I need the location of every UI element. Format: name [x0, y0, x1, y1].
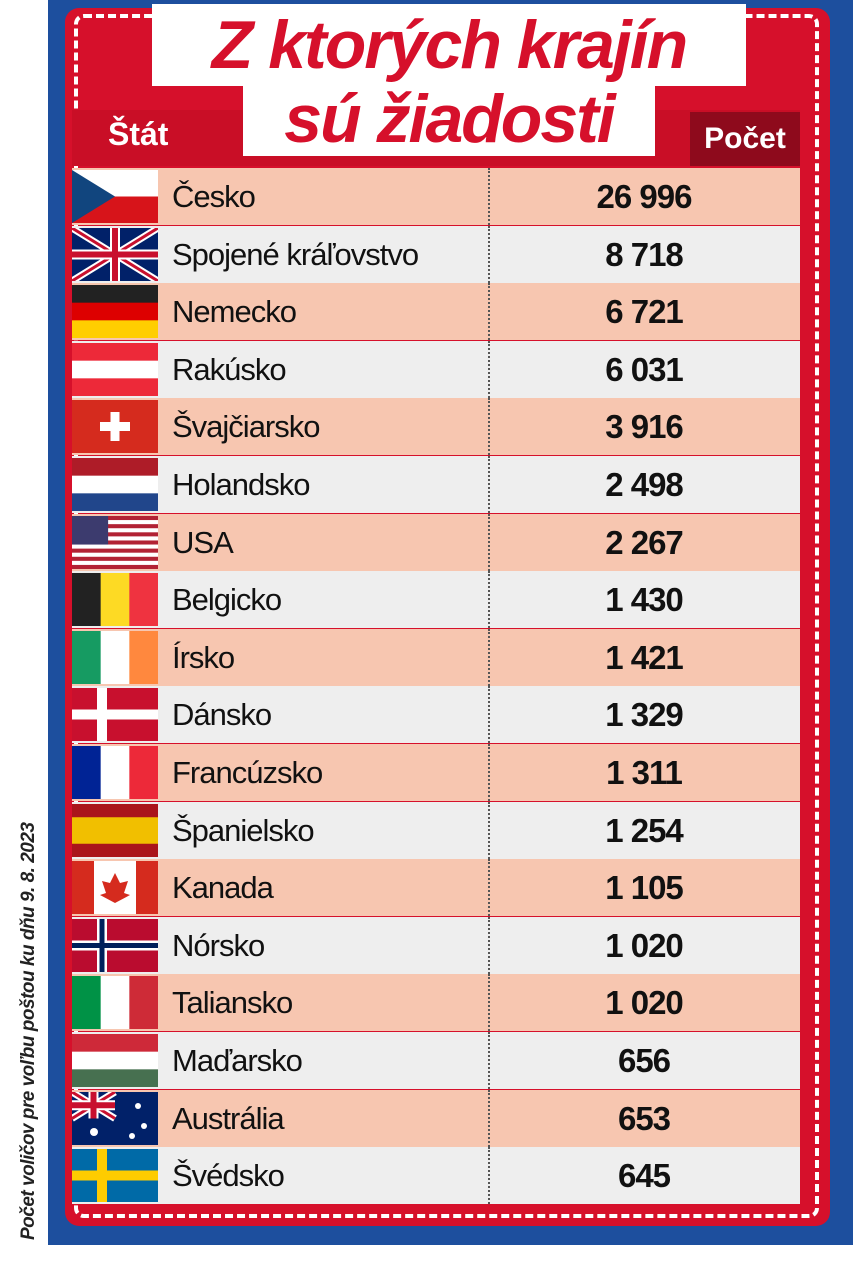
flag [72, 573, 158, 627]
count: 653 [617, 1099, 671, 1137]
title-line: sú žiadosti [243, 84, 655, 156]
flag [72, 400, 158, 454]
flag [72, 803, 158, 857]
flag [72, 285, 158, 339]
table-row: Maďarsko 656 [72, 1032, 800, 1089]
divider [488, 225, 490, 283]
count: 1 329 [605, 696, 684, 734]
table-row: Nemecko 6 721 [72, 283, 800, 341]
count: 8 718 [605, 235, 684, 273]
country: Švajčiarsko [172, 409, 320, 445]
count: 645 [617, 1157, 671, 1195]
divider [488, 513, 490, 571]
country: Nórsko [172, 927, 265, 963]
divider [488, 916, 490, 974]
country: Maďarsko [172, 1043, 303, 1078]
divider [488, 686, 490, 744]
country: Švédsko [172, 1158, 285, 1194]
country: Írsko [172, 639, 235, 675]
count: 1 311 [606, 754, 683, 791]
count: 26 996 [596, 178, 693, 215]
table-row: Španielsko 1 254 [72, 801, 800, 859]
flag [72, 976, 158, 1030]
count: 1 020 [605, 984, 684, 1022]
count: 1 020 [605, 926, 684, 964]
title-line: Z ktorých krajín [152, 4, 746, 86]
flag [72, 688, 158, 742]
table-row: Taliansko 1 020 [72, 974, 800, 1032]
count: 2 498 [605, 466, 684, 503]
table-row: Belgicko 1 430 [72, 571, 800, 629]
country: Spojené kráľovstvo [172, 236, 419, 272]
table-row: Dánsko 1 329 [72, 686, 800, 744]
country: Francúzsko [172, 755, 323, 790]
table-row: USA 2 267 [72, 513, 800, 571]
country: Holandsko [172, 467, 310, 502]
country: Česko [172, 179, 256, 214]
country: Rakúsko [172, 351, 287, 387]
flag [72, 746, 158, 799]
divider [488, 859, 490, 917]
header-state: Štát [108, 116, 169, 152]
flag [72, 630, 158, 684]
flag [72, 227, 158, 281]
divider [488, 168, 490, 225]
country: USA [172, 524, 234, 560]
count: 1 430 [605, 581, 684, 619]
divider [488, 283, 490, 341]
divider [488, 340, 490, 398]
table-row: Holandsko 2 498 [72, 456, 800, 513]
country: Austrália [172, 1100, 285, 1136]
table-row: Švédsko 645 [72, 1147, 800, 1205]
table-row: Česko 26 996 [72, 168, 800, 225]
divider [488, 801, 490, 859]
flag [72, 1034, 158, 1087]
divider [488, 398, 490, 456]
divider [488, 974, 490, 1032]
divider [488, 1032, 490, 1089]
header-count: Počet [690, 112, 800, 166]
note: Počet voličov pre voľbu poštou ku dňu 9.… [18, 822, 39, 1240]
divider [488, 456, 490, 513]
country: Nemecko [172, 294, 297, 330]
divider [488, 1147, 490, 1205]
country: Španielsko [172, 812, 315, 848]
count: 6 721 [605, 293, 684, 331]
count: 6 031 [605, 350, 684, 388]
flag [72, 342, 158, 396]
table-row: Rakúsko 6 031 [72, 340, 800, 398]
count: 656 [617, 1042, 671, 1079]
flag [72, 515, 158, 569]
divider [488, 1089, 490, 1147]
flag [72, 861, 158, 915]
count: 3 916 [605, 408, 684, 446]
divider [488, 744, 490, 801]
country: Dánsko [172, 697, 272, 733]
flag [72, 170, 158, 223]
table-row: Spojené kráľovstvo 8 718 [72, 225, 800, 283]
table-row: Austrália 653 [72, 1089, 800, 1147]
flag [72, 918, 158, 972]
country: Belgicko [172, 582, 282, 618]
divider [488, 571, 490, 629]
table-row: Írsko 1 421 [72, 628, 800, 686]
count: 1 105 [605, 869, 684, 907]
table-row: Kanada 1 105 [72, 859, 800, 917]
table-row: Švajčiarsko 3 916 [72, 398, 800, 456]
count: 1 254 [605, 811, 684, 849]
table-row: Nórsko 1 020 [72, 916, 800, 974]
count: 1 421 [605, 638, 684, 676]
flag [72, 1149, 158, 1203]
table-row: Francúzsko 1 311 [72, 744, 800, 801]
divider [488, 628, 490, 686]
country: Taliansko [172, 985, 293, 1021]
flag [72, 1091, 158, 1145]
country: Kanada [172, 870, 274, 906]
flag [72, 458, 158, 511]
count: 2 267 [605, 523, 684, 561]
